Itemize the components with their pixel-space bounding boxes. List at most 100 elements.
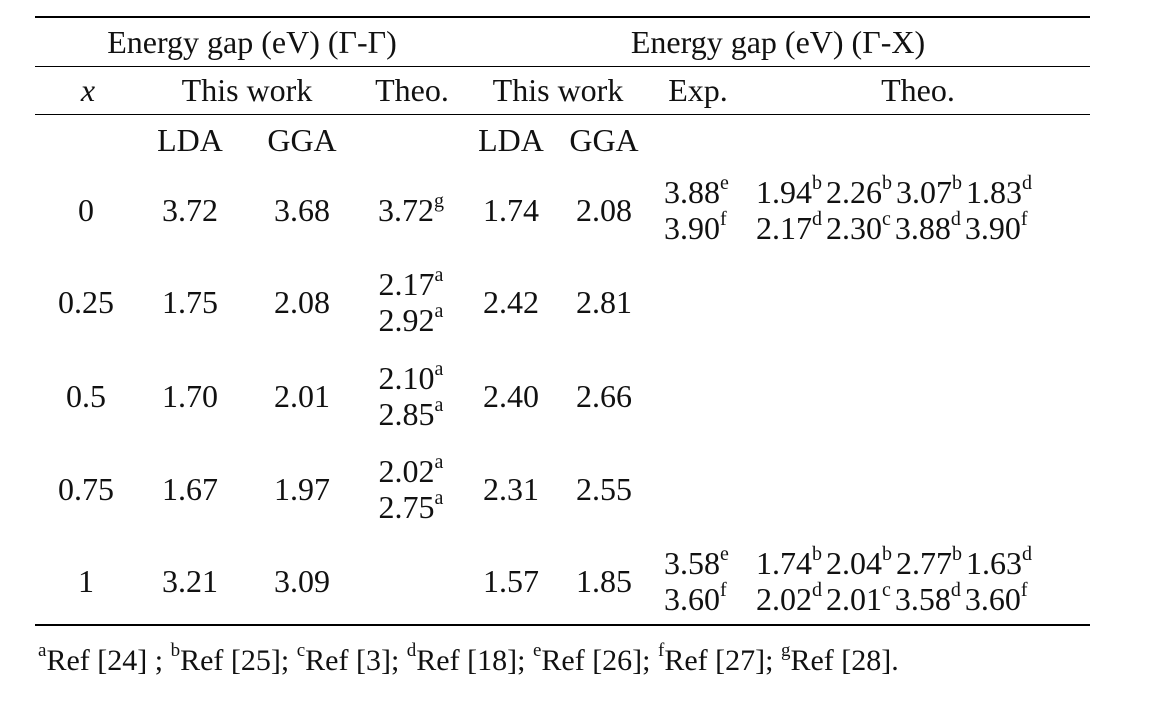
theo-gx-entry-ref: b bbox=[952, 543, 962, 565]
bottom-rule bbox=[35, 624, 1090, 626]
footnote-ref-text: Ref [18]; bbox=[416, 644, 533, 677]
theo-gx-entry-ref: d bbox=[812, 579, 822, 601]
theo-gx-entry: 2.01c bbox=[826, 580, 891, 617]
theo-gx-entry-ref: d bbox=[950, 579, 961, 601]
cell-x: 0.5 bbox=[66, 378, 106, 414]
theo-gx-entry-ref: c bbox=[882, 208, 891, 230]
theo-gx-entry-ref: b bbox=[812, 543, 822, 565]
theo-gg-line: 2.92a bbox=[379, 300, 444, 338]
theo-gx-line: 2.17d 2.30c 3.88d 3.90f bbox=[756, 208, 1032, 246]
theo-gg-entry: 2.10a bbox=[379, 358, 444, 396]
header-x: x bbox=[80, 72, 96, 108]
exp-entry-ref: f bbox=[720, 208, 727, 230]
cell-theo-gg: 2.10a 2.85a bbox=[378, 358, 444, 432]
theo-gx-entry: 1.63d bbox=[966, 543, 1032, 581]
cell-x: 0 bbox=[78, 192, 94, 228]
theo-gx-entry-value: 3.90 bbox=[964, 210, 1021, 246]
footnote-ref-text: Ref [27]; bbox=[664, 644, 781, 677]
header-this-work-2: This work bbox=[492, 72, 624, 108]
theo-gg-entry: 2.02a bbox=[379, 452, 444, 489]
theo-gg-line: 3.72g bbox=[378, 190, 444, 228]
theo-gx-entry-ref: d bbox=[950, 208, 961, 230]
theo-gg-entry: 2.85a bbox=[378, 394, 444, 432]
footnote-ref-text: Ref [25]; bbox=[180, 644, 297, 677]
theo-gx-entry-value: 2.02 bbox=[756, 581, 812, 617]
theo-gx-line: 2.02d 2.01c 3.58d 3.60f bbox=[756, 579, 1032, 617]
exp-entry-value: 3.88 bbox=[664, 174, 720, 210]
exp-entry: 3.90f bbox=[664, 208, 727, 246]
header-exp: Exp. bbox=[668, 72, 728, 108]
exp-entry: 3.60f bbox=[664, 579, 727, 617]
exp-entry-ref: f bbox=[720, 579, 727, 601]
theo-gg-entry-ref: a bbox=[434, 358, 444, 380]
cell-lda-gg: 1.70 bbox=[162, 378, 218, 414]
cell-gga-gg: 2.01 bbox=[274, 378, 330, 414]
exp-entry-ref: e bbox=[720, 172, 729, 194]
theo-gx-line: 1.74b 2.04b 2.77b 1.63d bbox=[756, 543, 1032, 581]
cell-gga-gx: 1.85 bbox=[576, 563, 632, 599]
theo-gx-entry-ref: d bbox=[1022, 172, 1032, 194]
cell-theo-gg: 3.72g bbox=[378, 190, 444, 228]
theo-gx-entry-ref: b bbox=[952, 172, 962, 194]
cell-gga-gg: 2.08 bbox=[274, 284, 330, 320]
theo-gx-entry-ref: f bbox=[1020, 208, 1028, 230]
cell-theo-gg: 2.02a 2.75a bbox=[378, 452, 444, 525]
cell-lda-gx: 2.42 bbox=[483, 284, 539, 320]
header-lda-1: LDA bbox=[157, 122, 223, 158]
theo-gx-entry: 3.88d bbox=[894, 208, 961, 246]
cell-lda-gx: 1.57 bbox=[483, 563, 539, 599]
exp-entry-value: 3.60 bbox=[664, 581, 720, 617]
theo-gg-entry-ref: a bbox=[434, 394, 444, 416]
theo-gg-entry-value: 2.85 bbox=[378, 396, 435, 432]
theo-gg-entry-ref: a bbox=[434, 300, 444, 322]
exp-line: 3.88e bbox=[664, 172, 729, 210]
theo-gx-entry-value: 3.88 bbox=[894, 210, 951, 246]
theo-gg-entry-value: 3.72 bbox=[378, 192, 434, 228]
theo-gg-entry-ref: g bbox=[434, 190, 444, 212]
footnote-ref-letter: a bbox=[38, 640, 47, 661]
footnote-ref-letter: b bbox=[170, 640, 181, 661]
exp-entry: 3.58e bbox=[664, 543, 729, 581]
theo-gx-entry: 1.83d bbox=[966, 172, 1032, 210]
footnote-ref-text: Ref [28]. bbox=[790, 644, 899, 677]
theo-gg-line: 2.02a bbox=[379, 452, 444, 489]
cell-theo-gx: 1.94b 2.26b 3.07b 1.83d 2.17d 2.30c 3.88d 3.90f bbox=[756, 172, 1032, 246]
header-gap-gamma-gamma: Energy gap (eV) (Γ-Γ) bbox=[107, 24, 397, 60]
theo-gx-entry-value: 3.07 bbox=[896, 174, 952, 210]
theo-gg-line: 2.17a bbox=[378, 265, 444, 302]
cell-x: 0.25 bbox=[58, 284, 114, 320]
theo-gg-entry-value: 2.75 bbox=[378, 489, 435, 525]
cell-gga-gx: 2.08 bbox=[576, 192, 632, 228]
cell-lda-gx: 2.40 bbox=[483, 378, 539, 414]
theo-gx-entry-ref: f bbox=[1020, 579, 1028, 601]
cell-lda-gg: 1.75 bbox=[162, 284, 218, 320]
footnote-ref-letter: e bbox=[532, 640, 542, 661]
theo-gx-entry: 2.02d bbox=[756, 579, 822, 617]
cell-theo-gg: 2.17a 2.92a bbox=[378, 265, 444, 338]
exp-entry-value: 3.90 bbox=[664, 210, 720, 246]
header-gga-2: GGA bbox=[569, 122, 639, 158]
footnote-ref-letter: d bbox=[406, 640, 417, 661]
theo-gg-entry: 2.75a bbox=[378, 488, 444, 525]
theo-gx-entry-value: 1.83 bbox=[966, 174, 1022, 210]
theo-gx-entry-value: 2.30 bbox=[826, 210, 882, 246]
cell-x: 1 bbox=[78, 563, 94, 599]
theo-gg-entry-value: 2.17 bbox=[378, 266, 435, 302]
theo-gx-entry-ref: d bbox=[1022, 543, 1032, 565]
theo-gx-entry: 2.30c bbox=[826, 208, 891, 246]
cell-lda-gg: 3.21 bbox=[162, 563, 218, 599]
cell-theo-gx: 1.74b 2.04b 2.77b 1.63d 2.02d 2.01c 3.58d 3.60f bbox=[756, 543, 1032, 617]
top-rule bbox=[35, 16, 1090, 18]
exp-entry-ref: e bbox=[720, 543, 729, 565]
exp-entry: 3.88e bbox=[664, 172, 729, 210]
footnote-ref-text: Ref [26]; bbox=[541, 644, 659, 677]
theo-gx-entry-ref: b bbox=[812, 172, 822, 194]
footnote: aRef [24] ; bRef [25]; cRef [3]; dRef [1… bbox=[38, 640, 899, 679]
theo-gx-entry: 2.04b bbox=[826, 543, 892, 581]
theo-gx-entry: 3.07b bbox=[896, 172, 962, 210]
exp-line: 3.58e bbox=[664, 543, 729, 581]
theo-gx-entry-ref: b bbox=[882, 543, 892, 565]
theo-gx-entry: 3.90f bbox=[964, 208, 1028, 246]
cell-exp: 3.58e 3.60f bbox=[664, 543, 729, 617]
